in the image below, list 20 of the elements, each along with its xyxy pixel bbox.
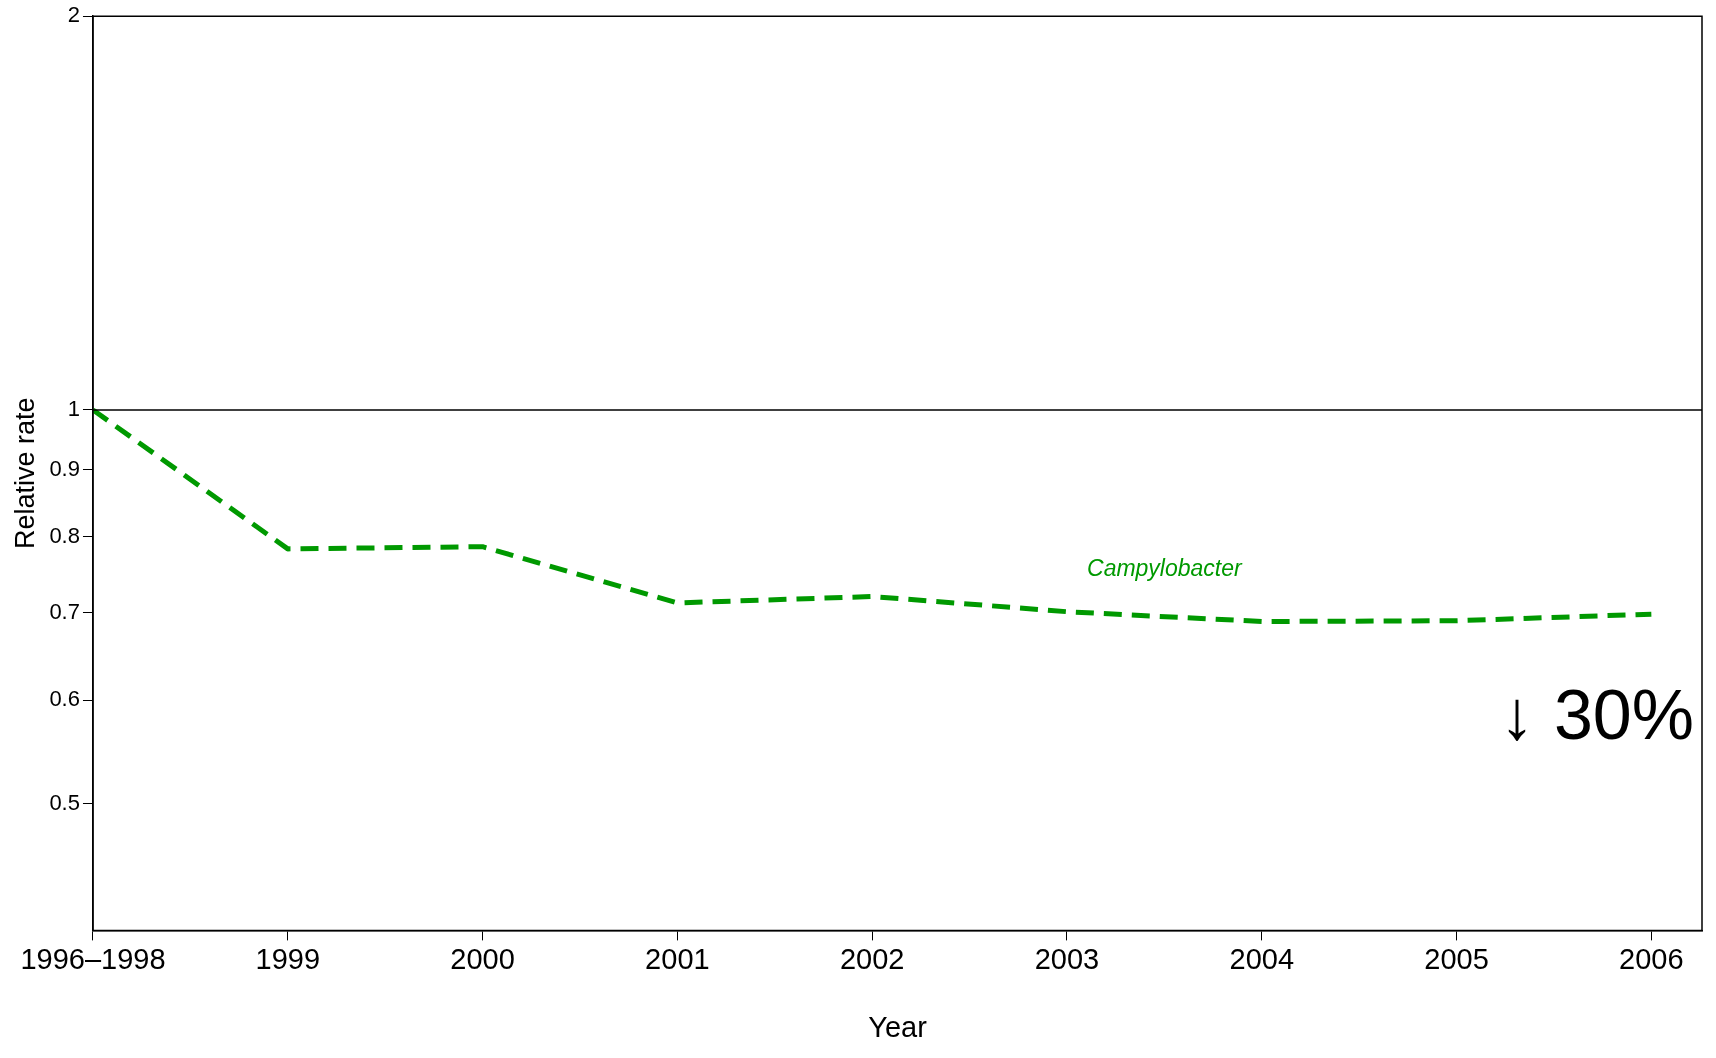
y-tick-label: 0.7 [49,598,80,624]
x-tick-label: 2006 [1619,942,1684,975]
y-tick-label: 2 [67,2,80,28]
annotation: ↓ 30% [1499,675,1694,754]
x-tick-label: 2004 [1229,942,1295,975]
y-tick-label: 0.8 [49,522,80,548]
x-tick-label: 2005 [1424,942,1489,975]
x-tick-label: 1999 [255,942,321,975]
x-tick-label: 2002 [839,942,905,975]
x-tick-label: 2000 [450,942,515,975]
x-tick-label: 1996–1998 [20,942,166,975]
series-label: Campylobacter [1087,555,1244,582]
y-tick-label: 0.9 [49,455,80,481]
x-axis-title: Year [868,1010,928,1043]
y-tick-label: 1 [67,395,80,421]
x-tick-label: 2003 [1034,942,1100,975]
y-tick-label: 0.5 [49,789,80,815]
y-tick-label: 0.6 [49,686,80,712]
y-axis-title: Relative rate [9,397,40,550]
x-tick-label: 2001 [645,942,710,975]
